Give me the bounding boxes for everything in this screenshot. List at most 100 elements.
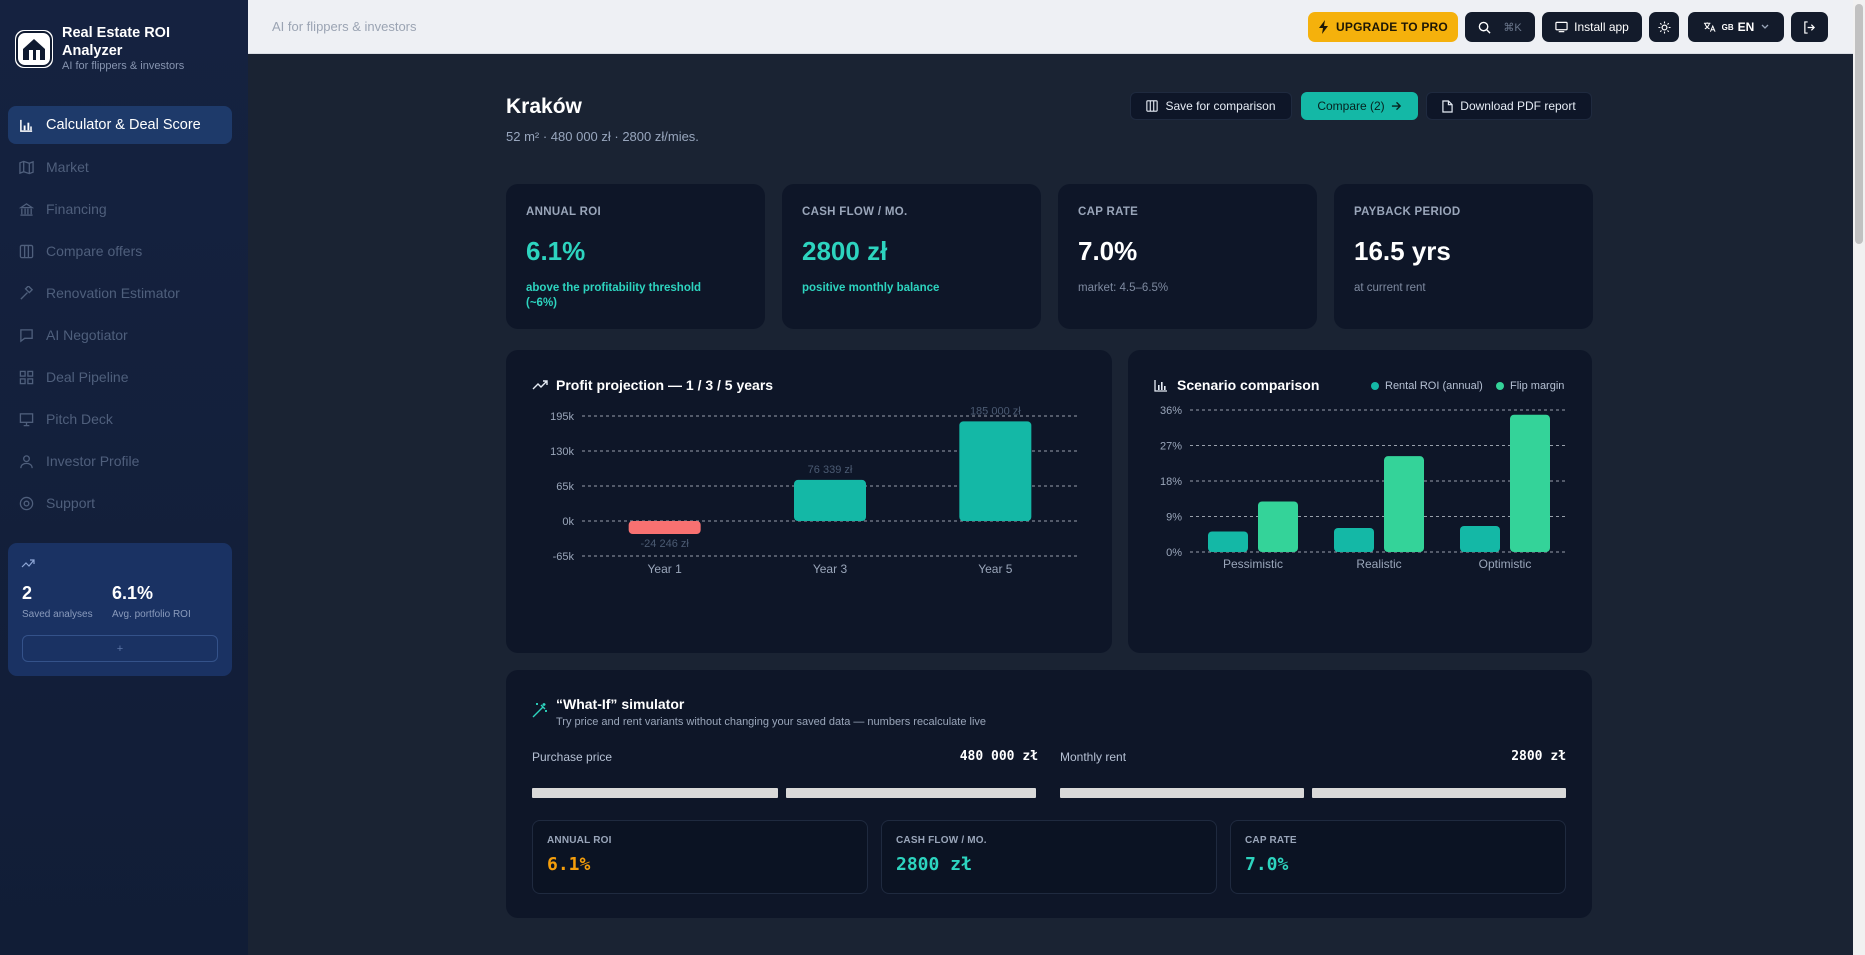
scrollbar-thumb[interactable] [1855, 4, 1863, 244]
translate-icon [1703, 22, 1716, 32]
kpi-annual-roi: ANNUAL ROI 6.1% above the profitability … [506, 184, 765, 329]
new-analysis-button[interactable]: + [22, 635, 218, 662]
kpi-payback-period: PAYBACK PERIOD 16.5 yrs at current rent [1334, 184, 1593, 329]
sidebar-item-compare[interactable]: Compare offers [8, 232, 232, 270]
user-icon [20, 454, 33, 468]
hammer-icon [20, 285, 34, 300]
save-label: Save for comparison [1165, 99, 1276, 113]
search-button[interactable]: ⌘K [1465, 12, 1535, 42]
install-app-button[interactable]: Install app [1542, 12, 1642, 42]
page-title: Kraków [506, 95, 582, 118]
kpi-label: PAYBACK PERIOD [1354, 206, 1461, 218]
y-tick-label: 36% [1160, 405, 1182, 417]
upgrade-label: UPGRADE TO PRO [1336, 20, 1448, 34]
x-tick-label: Pessimistic [1223, 557, 1283, 571]
monthly-rent-value: 2800 zł [1511, 749, 1566, 764]
logout-button[interactable] [1791, 12, 1828, 42]
sidebar-nav: Calculator & Deal Score Market Financing… [8, 106, 232, 526]
legend-label: Flip margin [1510, 380, 1565, 392]
purchase-price-slider-right[interactable] [786, 788, 1036, 798]
legend-swatch [1371, 382, 1379, 390]
page-subtitle: 52 m² · 480 000 zł · 2800 zł/mies. [506, 129, 699, 144]
legend-flip-margin: Flip margin [1496, 380, 1564, 392]
sidebar-item-renovation[interactable]: Renovation Estimator [8, 274, 232, 312]
language-select[interactable]: GB EN [1688, 12, 1784, 42]
y-tick-label: -65k [553, 551, 575, 563]
download-pdf-button[interactable]: Download PDF report [1426, 92, 1592, 120]
kpi-value: 7.0% [1078, 236, 1138, 266]
y-tick-label: 195k [550, 411, 574, 423]
profit-bar [794, 479, 866, 521]
save-for-comparison-button[interactable]: Save for comparison [1130, 92, 1292, 120]
sidebar-item-calculator[interactable]: Calculator & Deal Score [8, 106, 232, 144]
theme-toggle-button[interactable] [1649, 12, 1679, 42]
y-tick-label: 65k [556, 481, 574, 493]
kpi-note: at current rent [1354, 282, 1426, 294]
purchase-price-label: Purchase price [532, 750, 613, 764]
sidebar-item-negotiator[interactable]: AI Negotiator [8, 316, 232, 354]
brand[interactable]: Real Estate ROI Analyzer AI for flippers… [15, 22, 240, 78]
profit-bar [959, 421, 1032, 521]
saved-analyses-label: Saved analyses [22, 609, 93, 620]
trend-up-icon [21, 559, 35, 568]
sim-result-value: 6.1% [547, 854, 591, 875]
portfolio-roi-value: 6.1% [112, 583, 154, 603]
purchase-price-slider-left[interactable] [532, 788, 778, 798]
scenario-bar [1460, 525, 1500, 552]
sim-result-cash-flow: CASH FLOW / MO. 2800 zł [881, 820, 1217, 894]
legend-swatch [1496, 382, 1504, 390]
pdf-label: Download PDF report [1460, 99, 1576, 113]
chevron-down-icon [1761, 24, 1769, 29]
sidebar-item-pitch-deck[interactable]: Pitch Deck [8, 400, 232, 438]
scenario-bar [1334, 527, 1374, 552]
trend-up-icon [532, 380, 548, 390]
monthly-rent-slider-right[interactable] [1312, 788, 1566, 798]
y-tick-label: 130k [550, 446, 574, 458]
legend-rental-roi: Rental ROI (annual) [1371, 380, 1483, 392]
scenario-bar [1208, 531, 1248, 552]
monthly-rent-slider-left[interactable] [1060, 788, 1304, 798]
y-tick-label: 27% [1160, 441, 1182, 453]
logout-icon [1804, 20, 1815, 34]
kpi-cap-rate: CAP RATE 7.0% market: 4.5–6.5% [1058, 184, 1317, 329]
sidebar-item-financing[interactable]: Financing [8, 190, 232, 228]
columns-icon [1146, 100, 1159, 112]
profit-chart-title: Profit projection — 1 / 3 / 5 years [556, 377, 774, 393]
portfolio-stats-card: 2 Saved analyses 6.1% Avg. portfolio ROI… [8, 543, 232, 676]
file-icon [1442, 99, 1453, 113]
map-icon [19, 160, 34, 174]
scenario-chart: 36% 27% 18% 9% 0% Pessimistic Realistic Optimis… [1160, 405, 1568, 571]
sidebar-item-investor-profile[interactable]: Investor Profile [8, 442, 232, 480]
sim-result-cap-rate: CAP RATE 7.0% [1230, 820, 1566, 894]
x-tick-label: Year 5 [978, 562, 1013, 576]
monthly-rent-label: Monthly rent [1060, 750, 1127, 764]
bar-data-label: 76 339 zł [808, 464, 853, 476]
sidebar-item-label: Support [46, 495, 96, 511]
scenario-chart-title: Scenario comparison [1177, 377, 1320, 393]
upgrade-button[interactable]: UPGRADE TO PRO [1308, 12, 1458, 42]
compare-button[interactable]: Compare (2) [1301, 92, 1418, 120]
sidebar-item-support[interactable]: Support [8, 484, 232, 522]
kpi-label: CASH FLOW / MO. [802, 206, 908, 218]
search-icon [1479, 21, 1491, 34]
simulator-subtitle: Try price and rent variants without chan… [556, 716, 987, 728]
kpi-note: positive monthly balance [802, 282, 940, 294]
sidebar: Real Estate ROI Analyzer AI for flippers… [0, 0, 248, 955]
scenario-comparison-panel: Scenario comparison Rental ROI (annual) … [1128, 350, 1592, 653]
chat-icon [20, 328, 33, 342]
arrow-right-icon [1391, 101, 1401, 111]
x-tick-label: Realistic [1356, 557, 1401, 571]
x-tick-label: Optimistic [1479, 557, 1532, 571]
y-tick-label: 18% [1160, 476, 1182, 488]
y-tick-label: 0k [562, 516, 574, 528]
kpi-value: 6.1% [526, 236, 586, 266]
sidebar-item-pipeline[interactable]: Deal Pipeline [8, 358, 232, 396]
kpi-note: above the profitability threshold (~6%) [526, 282, 702, 309]
magic-wand-icon [532, 703, 547, 718]
presentation-icon [19, 412, 34, 426]
bar-data-label: -24 246 zł [641, 538, 690, 550]
kpi-cash-flow: CASH FLOW / MO. 2800 zł positive monthly… [782, 184, 1041, 329]
bar-chart-icon [1154, 380, 1167, 392]
y-tick-label: 0% [1166, 547, 1182, 559]
sidebar-item-market[interactable]: Market [8, 148, 232, 186]
